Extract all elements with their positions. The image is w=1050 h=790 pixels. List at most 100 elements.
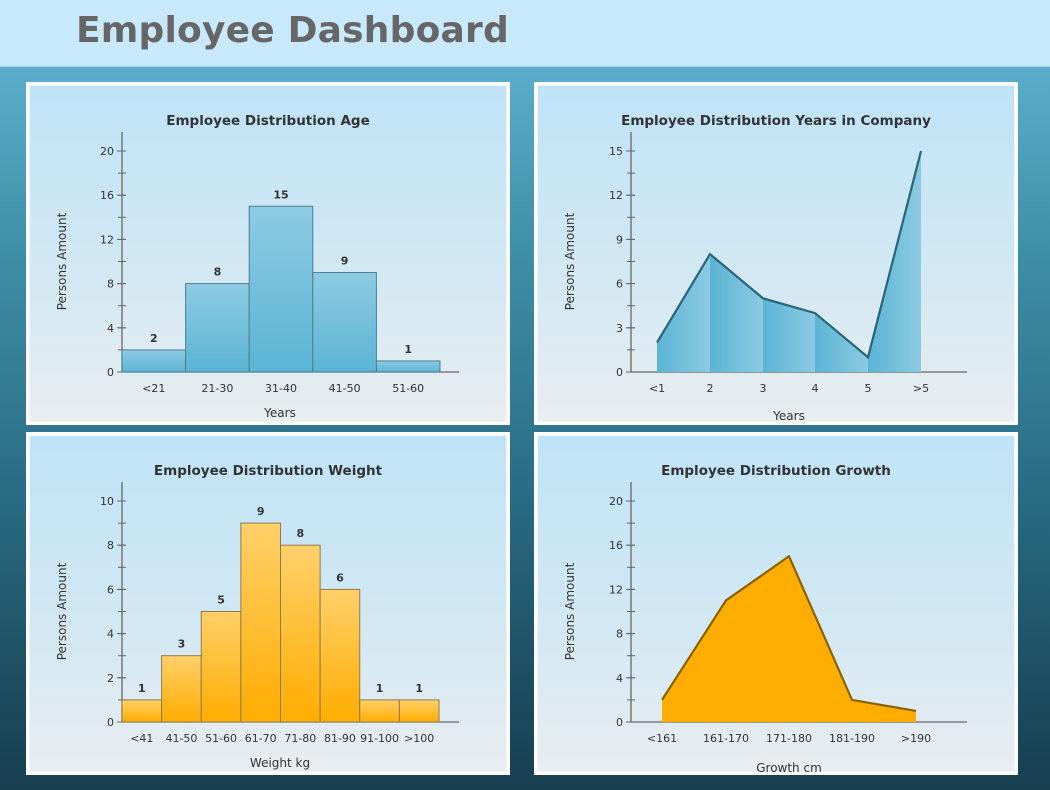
page-title: Employee Dashboard bbox=[76, 10, 509, 51]
data-label: 1 bbox=[404, 343, 412, 356]
chart-title: Employee Distribution Age bbox=[166, 113, 369, 129]
bar-age-0 bbox=[121, 349, 187, 373]
x-axis-label: Growth cm bbox=[756, 761, 822, 772]
x-tick-label: 161-170 bbox=[703, 732, 749, 745]
y-tick-label: 4 bbox=[616, 672, 623, 685]
x-tick-label: 91-100 bbox=[360, 732, 399, 745]
area-fill bbox=[662, 556, 916, 722]
x-tick-label: >5 bbox=[913, 382, 929, 395]
data-label: 6 bbox=[336, 571, 344, 584]
x-tick-label: 3 bbox=[760, 382, 767, 395]
chart-title: Employee Distribution Years in Company bbox=[621, 113, 931, 129]
chart-weight: Employee Distribution Weight Persons Amou… bbox=[55, 463, 459, 770]
panel-growth-distribution: Employee Distribution Growth Persons Amou… bbox=[534, 432, 1018, 775]
bar-weight-7 bbox=[398, 699, 440, 723]
y-tick-label: 16 bbox=[609, 539, 623, 552]
bar-age-4 bbox=[375, 360, 441, 373]
area-segment-0 bbox=[657, 254, 710, 372]
data-label: 3 bbox=[178, 638, 186, 651]
y-tick-label: 3 bbox=[616, 322, 623, 335]
chart-title: Employee Distribution Growth bbox=[661, 463, 891, 479]
x-axis-label: Years bbox=[772, 409, 805, 422]
panel-age-distribution: Employee Distribution Age Persons Amount 0… bbox=[26, 82, 510, 425]
bar-age-2 bbox=[248, 205, 314, 373]
y-axis-label: Persons Amount bbox=[55, 562, 69, 660]
y-tick-label: 0 bbox=[107, 366, 114, 379]
y-tick-label: 12 bbox=[609, 583, 623, 596]
y-tick-label: 20 bbox=[100, 145, 114, 158]
x-tick-label: 31-40 bbox=[265, 382, 297, 395]
y-tick-label: 0 bbox=[616, 366, 623, 379]
y-tick-label: 4 bbox=[107, 322, 114, 335]
x-tick-label: 5 bbox=[865, 382, 872, 395]
data-label: 8 bbox=[214, 266, 222, 279]
bar-weight-5 bbox=[319, 588, 361, 723]
data-label: 1 bbox=[376, 682, 384, 695]
bar-weight-6 bbox=[359, 699, 400, 723]
x-tick-label: >100 bbox=[404, 732, 434, 745]
y-tick-label: 0 bbox=[107, 716, 114, 729]
x-tick-label: 21-30 bbox=[201, 382, 233, 395]
bar-weight-0 bbox=[121, 699, 163, 723]
panel-years-in-company-distribution: Employee Distribution Years in Company Pe… bbox=[534, 82, 1018, 425]
data-label: 9 bbox=[341, 255, 349, 268]
chart-title: Employee Distribution Weight bbox=[154, 463, 383, 479]
x-tick-label: 81-90 bbox=[324, 732, 356, 745]
x-tick-label: 181-190 bbox=[829, 732, 875, 745]
y-tick-label: 8 bbox=[107, 278, 114, 291]
x-tick-label: 51-60 bbox=[392, 382, 424, 395]
y-axis-label: Persons Amount bbox=[563, 212, 577, 310]
bar-weight-1 bbox=[161, 655, 202, 723]
y-tick-label: 15 bbox=[609, 145, 623, 158]
x-tick-label: <161 bbox=[647, 732, 677, 745]
y-tick-label: 4 bbox=[107, 628, 114, 641]
y-tick-label: 16 bbox=[100, 189, 114, 202]
bar-age-1 bbox=[185, 283, 250, 373]
y-tick-label: 0 bbox=[616, 716, 623, 729]
x-tick-label: 41-50 bbox=[165, 732, 197, 745]
y-tick-label: 9 bbox=[616, 233, 623, 246]
area-segment-3 bbox=[815, 313, 868, 372]
x-tick-label: 51-60 bbox=[205, 732, 237, 745]
y-tick-label: 2 bbox=[107, 672, 114, 685]
x-tick-label: 61-70 bbox=[245, 732, 277, 745]
y-tick-label: 12 bbox=[609, 189, 623, 202]
y-tick-label: 6 bbox=[616, 278, 623, 291]
y-tick-label: 6 bbox=[107, 583, 114, 596]
x-axis-label: Weight kg bbox=[250, 756, 310, 770]
bar-age-3 bbox=[312, 272, 377, 373]
x-tick-label: 41-50 bbox=[329, 382, 361, 395]
panel-weight-distribution: Employee Distribution Weight Persons Amou… bbox=[26, 432, 510, 775]
bar-weight-4 bbox=[280, 544, 321, 723]
data-label: 9 bbox=[257, 505, 265, 518]
chart-age: Employee Distribution Age Persons Amount 0… bbox=[55, 113, 459, 420]
x-tick-label: 71-80 bbox=[284, 732, 316, 745]
data-label: 2 bbox=[150, 332, 158, 345]
y-tick-label: 12 bbox=[100, 233, 114, 246]
series-line bbox=[656, 150, 923, 360]
y-tick-label: 8 bbox=[107, 539, 114, 552]
data-label: 1 bbox=[138, 682, 146, 695]
y-tick-label: 8 bbox=[616, 628, 623, 641]
x-axis-label: Years bbox=[263, 406, 296, 420]
bar-weight-3 bbox=[240, 522, 281, 723]
data-label: 5 bbox=[217, 594, 225, 607]
y-tick-label: 20 bbox=[609, 495, 623, 508]
x-tick-label: <41 bbox=[130, 732, 153, 745]
x-tick-label: >190 bbox=[901, 732, 931, 745]
data-label: 15 bbox=[273, 188, 288, 201]
x-tick-label: <1 bbox=[649, 382, 665, 395]
area-segment-2 bbox=[763, 298, 815, 372]
x-tick-label: 4 bbox=[812, 382, 819, 395]
x-tick-label: <21 bbox=[142, 382, 165, 395]
area-segment-1 bbox=[710, 254, 763, 372]
chart-years-in-company: Employee Distribution Years in Company Pe… bbox=[563, 113, 967, 422]
bar-weight-2 bbox=[200, 611, 242, 723]
y-axis-label: Persons Amount bbox=[55, 212, 69, 310]
dashboard-header: Employee Dashboard bbox=[0, 0, 1050, 67]
y-axis-label: Persons Amount bbox=[563, 562, 577, 660]
x-tick-label: 171-180 bbox=[766, 732, 812, 745]
data-label: 8 bbox=[296, 527, 304, 540]
x-tick-label: 2 bbox=[707, 382, 714, 395]
data-label: 1 bbox=[415, 682, 423, 695]
